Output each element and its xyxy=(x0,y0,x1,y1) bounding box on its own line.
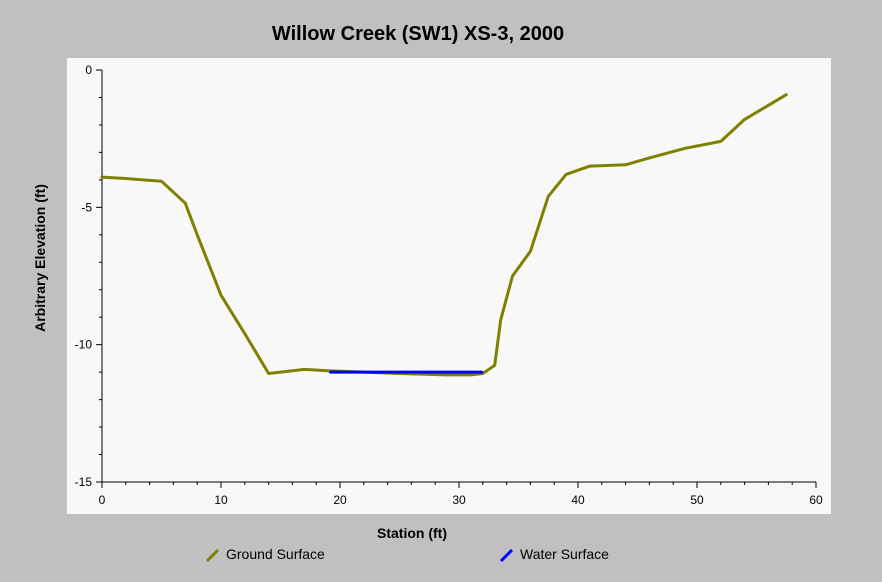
legend-label-water-surface: Water Surface xyxy=(520,546,609,562)
x-axis-label: Station (ft) xyxy=(377,525,447,541)
series-layer xyxy=(100,93,788,377)
x-tick-label: 10 xyxy=(214,493,228,507)
chart-title: Willow Creek (SW1) XS-3, 2000 xyxy=(272,23,564,45)
legend-swatch-water-surface xyxy=(499,548,514,563)
series-line-ground-surface xyxy=(100,93,788,377)
x-tick-label: 40 xyxy=(571,493,585,507)
x-tick-label: 50 xyxy=(690,493,704,507)
x-tick-label: 30 xyxy=(452,493,466,507)
x-ticks: 0 10 20 30 40 50 60 xyxy=(99,482,823,507)
y-tick-label: -5 xyxy=(81,200,92,214)
y-tick-label: -15 xyxy=(75,475,93,489)
x-tick-label: 0 xyxy=(99,493,106,507)
legend-item-ground-surface: Ground Surface xyxy=(205,546,325,563)
y-tick-label: -10 xyxy=(75,338,93,352)
y-ticks: 0 -5 -10 -15 xyxy=(75,63,102,489)
legend-label-ground-surface: Ground Surface xyxy=(226,546,325,562)
legend-swatch-ground-surface xyxy=(205,548,220,563)
y-tick-label: 0 xyxy=(85,63,92,77)
legend: Ground Surface Water Surface xyxy=(205,546,609,563)
legend-item-water-surface: Water Surface xyxy=(499,546,609,563)
plot-area xyxy=(67,58,831,514)
y-axis-label: Arbitrary Elevation (ft) xyxy=(32,184,48,332)
x-tick-label: 20 xyxy=(333,493,347,507)
x-tick-label: 60 xyxy=(809,493,823,507)
